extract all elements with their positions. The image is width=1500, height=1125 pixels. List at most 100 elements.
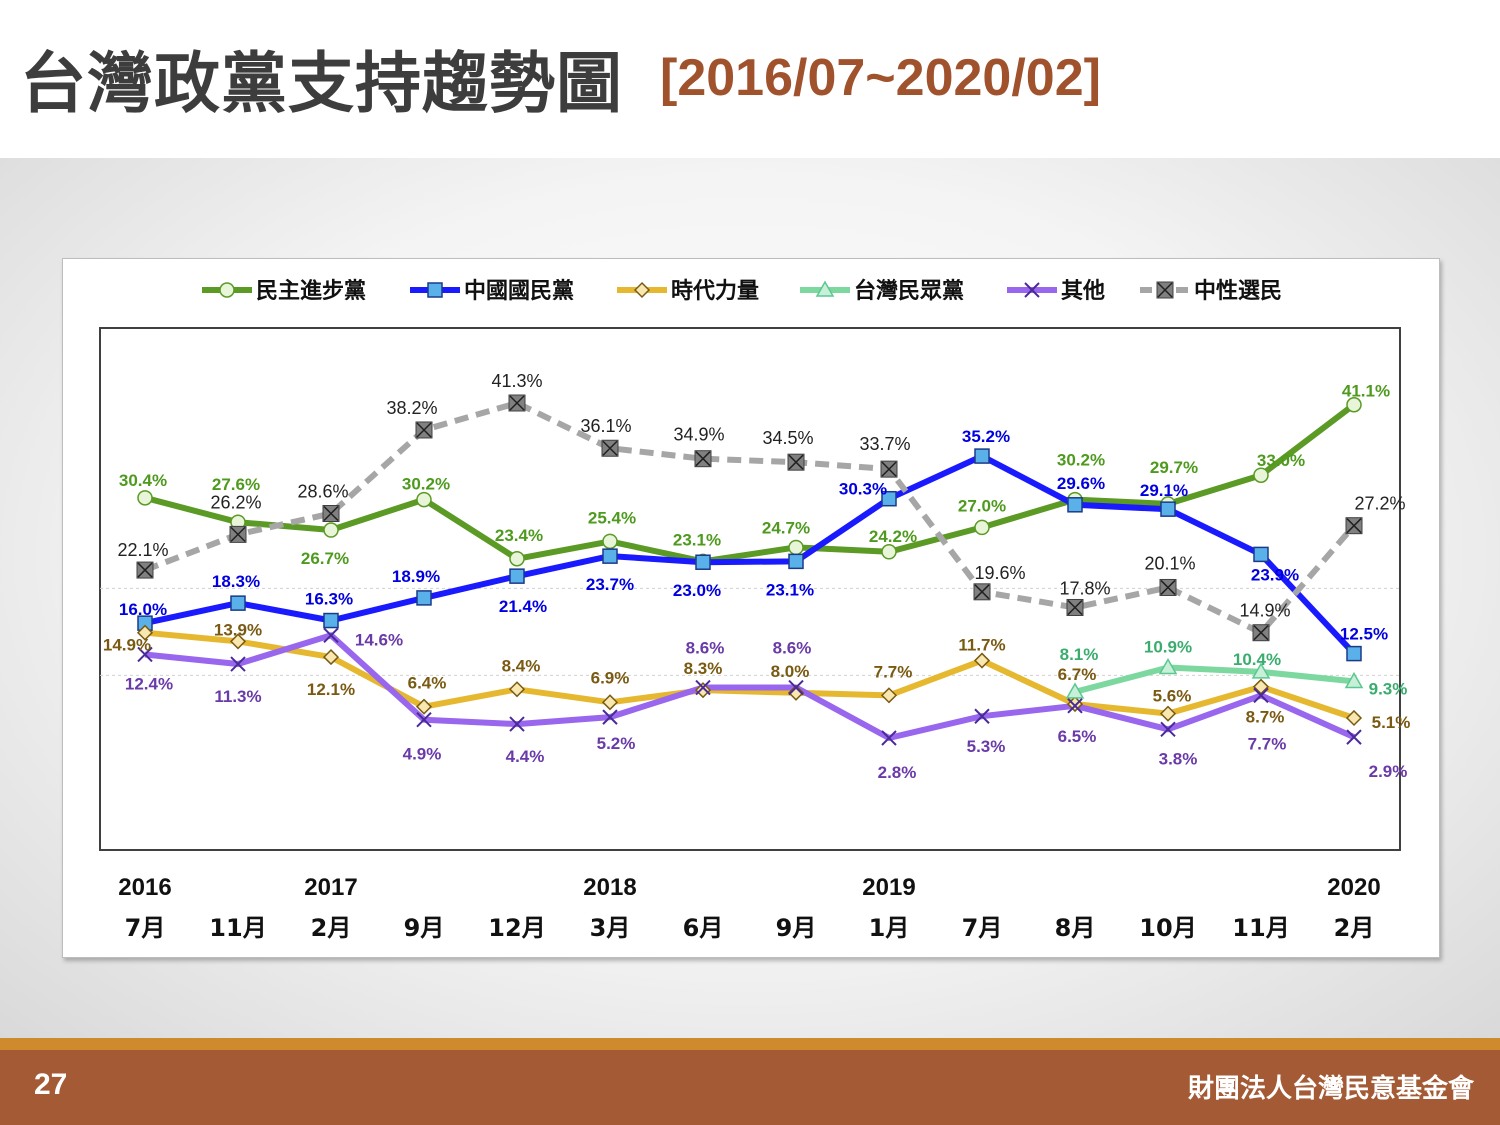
marker-1-8: [881, 490, 897, 507]
marker-1-11: [1160, 501, 1176, 517]
data-label-0-8: 24.2%: [869, 527, 917, 546]
marker-5-13-x: [1346, 518, 1362, 534]
marker-2-9: [973, 652, 991, 669]
marker-5-10-x: [1067, 599, 1083, 616]
marker-2-2: [322, 649, 340, 666]
data-label-0-11: 29.7%: [1150, 458, 1198, 477]
page-number: 27: [34, 1068, 68, 1101]
data-label-4-5: 5.2%: [597, 734, 636, 753]
marker-2-12: [1252, 678, 1270, 695]
marker-0-0: [137, 490, 153, 506]
marker-4-1: [230, 656, 246, 672]
data-label-4-0: 12.4%: [125, 674, 173, 693]
marker-0-3: [416, 491, 432, 508]
data-label-0-7: 24.7%: [762, 518, 810, 537]
data-label-1-1: 18.3%: [212, 572, 260, 591]
data-label-0-2: 26.7%: [301, 549, 349, 568]
year-label-8: 2019: [862, 874, 915, 901]
data-label-5-7: 34.5%: [762, 428, 813, 448]
data-label-0-3: 30.2%: [402, 475, 450, 494]
data-label-4-11: 3.8%: [1159, 749, 1198, 768]
marker-5-11-x: [1160, 579, 1176, 595]
legend-label-3: 台灣民眾黨: [854, 278, 964, 304]
series-line-4: [144, 632, 1356, 741]
data-label-1-6: 23.0%: [673, 581, 721, 600]
data-label-1-4: 21.4%: [499, 597, 547, 616]
data-label-2-13: 5.1%: [1372, 713, 1411, 732]
legend-marker-0: [219, 282, 235, 298]
data-label-4-12: 7.7%: [1248, 734, 1287, 753]
data-label-2-3: 6.4%: [408, 674, 447, 693]
marker-0-8: [881, 544, 897, 560]
month-label-10: 8月: [1055, 914, 1096, 942]
month-label-1: 11月: [209, 914, 266, 942]
marker-2-1: [229, 633, 247, 650]
marker-5-12-x: [1253, 625, 1269, 641]
marker-1-7: [788, 553, 804, 570]
month-label-11: 10月: [1139, 914, 1196, 942]
data-label-4-10: 6.5%: [1058, 727, 1097, 746]
month-label-2: 2月: [311, 914, 352, 942]
marker-2-7: [787, 684, 805, 701]
data-label-3-11: 10.9%: [1144, 638, 1192, 657]
data-label-5-2: 28.6%: [297, 482, 348, 502]
data-label-1-12: 23.9%: [1251, 565, 1299, 584]
data-label-2-2: 12.1%: [307, 680, 355, 699]
series-line-3: [1074, 664, 1355, 695]
month-label-5: 3月: [590, 914, 631, 942]
legend-label-5: 中性選民: [1194, 279, 1282, 304]
year-label-13: 2020: [1327, 874, 1380, 901]
marker-4-12: [1253, 687, 1269, 704]
marker-3-13: [1344, 671, 1364, 689]
year-label-2: 2017: [304, 874, 357, 901]
data-label-2-4: 8.4%: [502, 656, 541, 675]
series-line-1: [144, 453, 1357, 656]
plot-area-border: [99, 327, 1401, 851]
marker-1-2: [323, 612, 339, 629]
data-label-3-12: 10.4%: [1233, 650, 1281, 669]
marker-5-2-x: [323, 505, 339, 522]
data-label-5-9: 19.6%: [974, 563, 1025, 583]
data-label-2-12: 8.7%: [1246, 708, 1285, 727]
series-line-0: [144, 402, 1356, 565]
marker-1-3: [416, 590, 432, 606]
data-label-5-8: 33.7%: [859, 434, 910, 454]
data-label-4-4: 4.4%: [506, 747, 545, 766]
marker-5-4-x: [509, 395, 525, 411]
marker-1-6: [695, 554, 711, 570]
marker-2-11: [1159, 705, 1177, 722]
marker-2-8: [880, 687, 898, 704]
data-label-0-4: 23.4%: [495, 526, 543, 545]
data-label-2-8: 7.7%: [874, 662, 913, 681]
data-label-5-1: 26.2%: [210, 492, 261, 512]
marker-4-11: [1160, 721, 1176, 738]
legend-label-1: 中國國民黨: [464, 279, 574, 304]
marker-0-7: [788, 539, 804, 556]
marker-4-0: [137, 646, 153, 663]
data-label-5-6: 34.9%: [673, 425, 724, 445]
data-label-5-0: 22.1%: [117, 540, 168, 560]
organization-name: 財團法人台灣民意基金會: [1187, 1074, 1474, 1104]
data-label-3-13: 9.3%: [1369, 679, 1408, 698]
series-line-2: [144, 629, 1355, 721]
data-label-5-10: 17.8%: [1059, 578, 1110, 598]
data-label-4-1: 11.3%: [214, 687, 261, 706]
marker-2-3: [415, 698, 433, 715]
data-label-4-2: 14.6%: [355, 630, 403, 649]
marker-2-13: [1345, 709, 1363, 727]
data-label-2-1: 13.9%: [214, 620, 262, 639]
footer-bar: [0, 1050, 1500, 1125]
data-label-1-0: 16.0%: [119, 600, 167, 619]
marker-1-5: [602, 548, 618, 564]
data-label-5-4: 41.3%: [491, 371, 542, 391]
marker-5-0-x: [137, 562, 153, 578]
month-label-8: 1月: [869, 914, 910, 942]
data-label-2-10: 6.7%: [1058, 665, 1097, 684]
data-label-0-0: 30.4%: [119, 471, 167, 490]
marker-4-5: [602, 709, 618, 725]
marker-0-4: [509, 551, 525, 567]
month-label-12: 11月: [1232, 914, 1289, 942]
legend-marker-2: [633, 281, 651, 299]
data-label-0-1: 27.6%: [212, 475, 260, 494]
